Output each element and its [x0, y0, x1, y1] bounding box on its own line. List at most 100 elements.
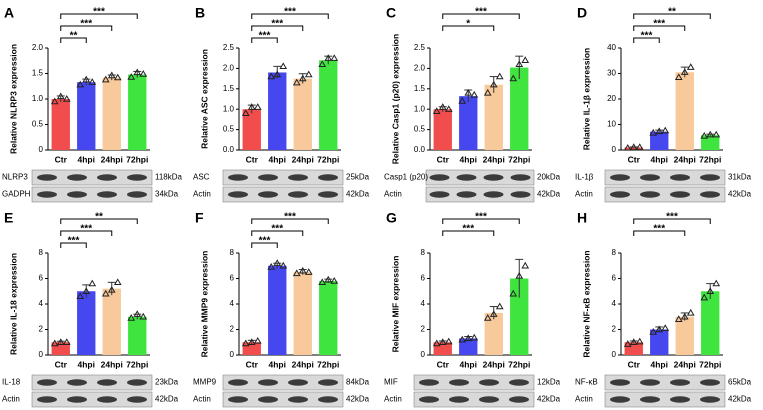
- x-tick-label: Ctr: [437, 154, 450, 164]
- significance-label: ***: [68, 236, 80, 247]
- y-tick-label: 6: [39, 274, 44, 283]
- x-tick-label: Ctr: [55, 359, 68, 369]
- x-tick-label: 24hpi: [101, 359, 123, 369]
- replicate-point: [674, 315, 683, 322]
- significance-bracket: [60, 25, 113, 31]
- replicate-point: [649, 128, 658, 136]
- panel-label: F: [195, 210, 204, 226]
- x-tick-label: 72hpi: [126, 154, 148, 164]
- replicate-point: [273, 259, 282, 266]
- blot-band: [640, 396, 660, 403]
- replicate-point: [712, 130, 721, 138]
- y-tick-label: 0: [39, 350, 44, 359]
- bar: [650, 131, 669, 150]
- blot-band: [288, 379, 308, 386]
- blot-strip: [31, 169, 153, 186]
- replicate-point: [495, 72, 504, 80]
- blot-band: [258, 396, 278, 403]
- x-tick-label: Ctr: [628, 154, 641, 164]
- panel-label: H: [577, 210, 587, 226]
- blot-label: MMP9: [193, 378, 217, 387]
- blot-kda: 20kDa: [537, 173, 561, 182]
- replicate-point: [56, 92, 65, 100]
- significance-label: ***: [259, 31, 271, 42]
- panel: C Relative Casp1 (p20) expression 0.0 0.5 1.…: [384, 5, 561, 203]
- significance-bracket: [633, 230, 686, 236]
- replicate-point: [241, 109, 250, 116]
- replicate-point: [304, 70, 313, 78]
- significance-bracket: [633, 25, 686, 31]
- significance-bracket: [633, 218, 711, 224]
- y-tick-label: 0.5: [32, 120, 44, 129]
- blot-band: [479, 396, 499, 403]
- y-tick-label: 6: [612, 274, 617, 283]
- replicate-point: [483, 88, 492, 96]
- replicate-point: [629, 143, 638, 150]
- replicate-point: [438, 103, 447, 110]
- blot-band: [449, 396, 469, 403]
- y-tick-label: 1.0: [32, 94, 44, 103]
- blot-band: [610, 396, 630, 403]
- y-axis-label: Relative IL-1β expression: [581, 48, 591, 151]
- x-tick-label: Ctr: [437, 359, 450, 369]
- y-tick-label: 0: [421, 350, 426, 359]
- x-tick-label: Ctr: [246, 154, 259, 164]
- y-tick-label: 30: [607, 69, 616, 78]
- y-axis-label: Relative NF-κB expression: [581, 250, 591, 357]
- significance-bracket: [60, 37, 87, 43]
- bar: [433, 109, 452, 150]
- replicate-point: [635, 337, 644, 345]
- panel-label: E: [4, 210, 13, 226]
- blot-band: [258, 379, 278, 386]
- replicate-point: [700, 293, 709, 301]
- replicate-point: [680, 68, 689, 75]
- blot-band: [127, 396, 147, 403]
- y-tick-label: 8: [421, 248, 426, 257]
- replicate-point: [253, 336, 262, 344]
- panel: E Relative IL-18 expression 0 2 4 6 8 Ctr 4hpi 24…: [2, 210, 179, 408]
- bar: [77, 82, 96, 150]
- blot-kda: 42kDa: [346, 190, 370, 199]
- bar: [268, 72, 287, 150]
- significance-label: ***: [80, 224, 92, 235]
- replicate-point: [62, 338, 71, 345]
- significance-bracket: [633, 37, 660, 43]
- bar: [102, 77, 121, 150]
- blot-band: [509, 396, 529, 403]
- replicate-point: [700, 131, 709, 139]
- x-tick-label: 24hpi: [101, 154, 123, 164]
- panel: D Relative IL-1β expression 0 10 20 30 40 Ctr 4h…: [575, 5, 752, 203]
- x-tick-label: 4hpi: [269, 154, 286, 164]
- replicate-point: [304, 268, 313, 275]
- replicate-point: [82, 75, 91, 83]
- replicate-point: [76, 292, 85, 300]
- bar: [77, 291, 96, 355]
- blot-band: [670, 191, 690, 198]
- bar: [459, 96, 478, 150]
- bar: [624, 342, 643, 355]
- replicate-point: [483, 314, 492, 321]
- replicate-point: [318, 60, 327, 68]
- replicate-point: [88, 279, 97, 287]
- blot-band: [429, 174, 450, 181]
- y-tick-label: 8: [39, 248, 44, 257]
- significance-label: ***: [284, 7, 296, 18]
- replicate-point: [623, 340, 632, 347]
- blot-strip: [222, 374, 344, 391]
- blot-band: [37, 396, 57, 403]
- blot-strip: [604, 391, 726, 408]
- blot-band: [456, 191, 477, 198]
- blot-label: NF-κB: [575, 378, 598, 387]
- blot-band: [700, 174, 720, 181]
- blot-band: [509, 379, 529, 386]
- y-tick-label: 0.5: [223, 125, 235, 134]
- blot-band: [640, 174, 660, 181]
- y-tick-label: 0: [39, 145, 44, 154]
- blot-label: NLRP3: [2, 173, 28, 182]
- y-axis-label: Relative IL-18 expression: [8, 253, 18, 355]
- significance-bracket: [251, 37, 278, 43]
- y-tick-label: 20: [607, 94, 616, 103]
- replicate-point: [629, 338, 638, 345]
- y-tick-label: 0.0: [414, 145, 426, 154]
- blot-band: [258, 174, 278, 181]
